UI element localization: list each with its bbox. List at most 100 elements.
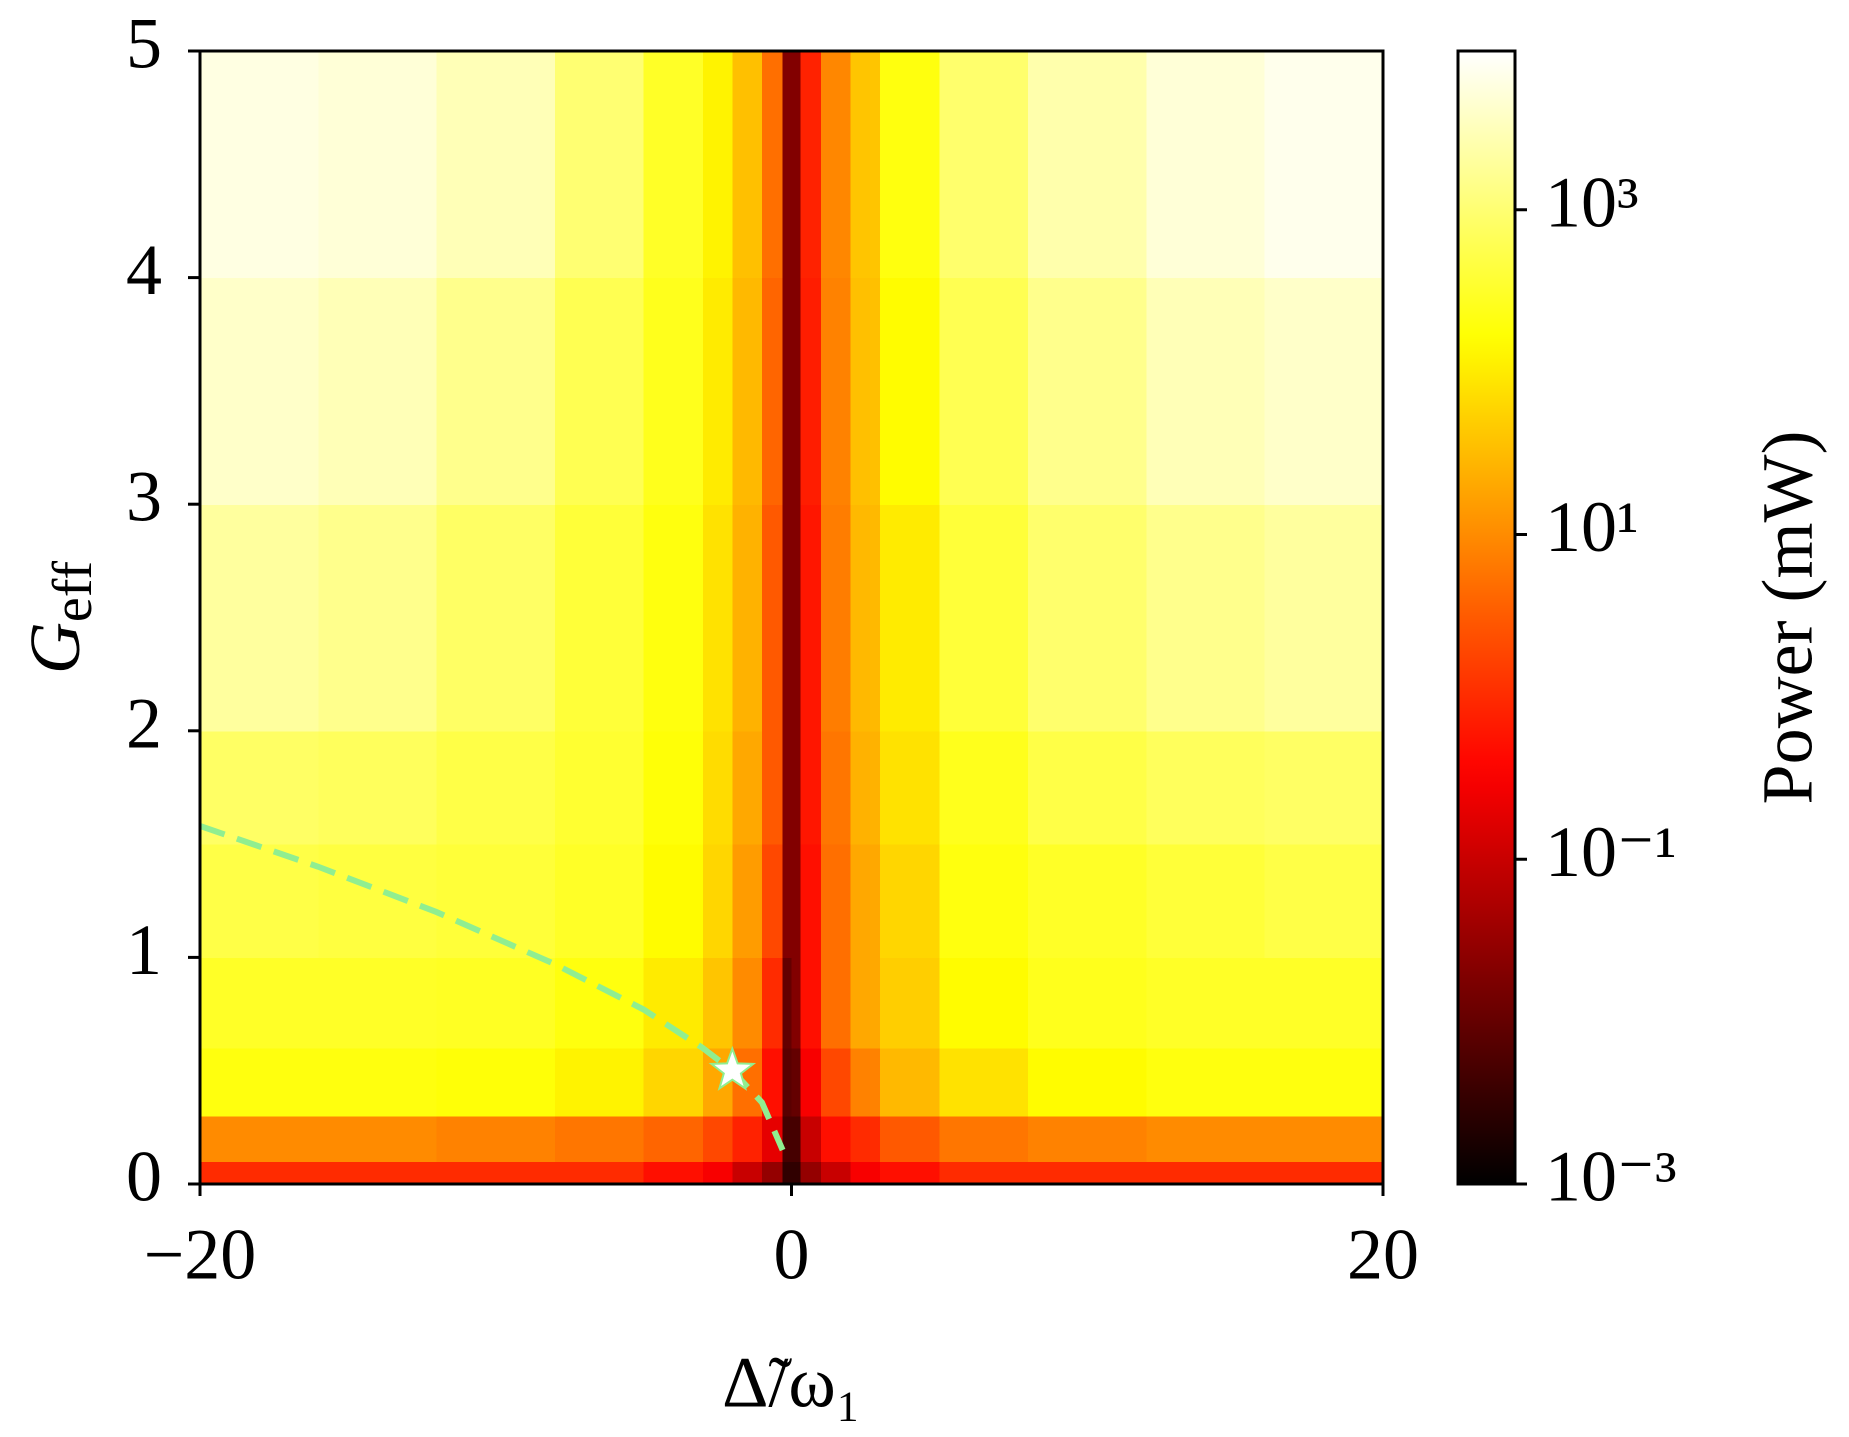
heat-cell: [643, 1116, 704, 1162]
y-tick-label: 3: [126, 457, 162, 537]
heat-cell: [200, 504, 319, 732]
heat-cell: [800, 957, 822, 1049]
heat-cell: [850, 957, 881, 1049]
heat-cell: [791, 957, 801, 1049]
heat-cell: [761, 51, 784, 279]
heat-cell: [880, 277, 940, 505]
heat-cell: [732, 504, 763, 732]
heat-cell: [643, 844, 704, 958]
heat-cell: [702, 844, 733, 958]
heat-cell: [1264, 277, 1384, 505]
heat-cell: [318, 844, 438, 958]
heat-cell: [318, 957, 438, 1049]
heat-cell: [761, 957, 784, 1049]
heat-cell: [643, 957, 704, 1049]
heat-cell: [761, 277, 784, 505]
heat-cell: [436, 504, 556, 732]
x-tick-label: 0: [774, 1215, 810, 1295]
heat-cell: [1264, 504, 1384, 732]
heat-cell: [1028, 51, 1147, 279]
heat-cell: [821, 277, 852, 505]
heat-cell: [782, 730, 793, 845]
y-axis-label: Geff: [15, 561, 104, 674]
heat-cell: [800, 1048, 822, 1117]
heat-cell: [554, 51, 645, 279]
heat-cell: [643, 1161, 704, 1185]
heat-cell: [791, 504, 801, 732]
heat-cell: [1028, 730, 1147, 845]
heat-cell: [554, 1048, 645, 1117]
heat-cell: [782, 504, 793, 732]
y-tick-label: 2: [126, 683, 162, 763]
heat-cell: [850, 1161, 881, 1185]
heat-cell: [200, 51, 319, 279]
heat-cell: [1146, 504, 1266, 732]
heat-cell: [1146, 1048, 1266, 1117]
heat-cell: [1146, 51, 1266, 279]
heat-cell: [318, 1116, 438, 1162]
heat-cell: [1028, 957, 1147, 1049]
overlay: −20 0 20012345Δ̃/ω₁Geff10⁻³10⁻¹10¹10³Power…: [15, 4, 1828, 1423]
heat-cell: [939, 1116, 1029, 1162]
heat-cell: [800, 277, 822, 505]
heat-cell: [318, 1161, 438, 1185]
heat-cell: [200, 844, 319, 958]
colorbar-tick-label: 10⁻¹: [1545, 812, 1677, 892]
colorbar-label: Power (mW): [1748, 431, 1828, 805]
heat-cell: [791, 277, 801, 505]
x-axis-label: Δ̃/ω₁: [722, 1343, 861, 1423]
heat-cell: [200, 730, 319, 845]
heat-cell: [732, 1116, 763, 1162]
heat-cell: [1028, 277, 1147, 505]
heat-cell: [880, 844, 940, 958]
star-marker: [708, 1045, 757, 1091]
heat-cell: [761, 844, 784, 958]
heat-cell: [800, 51, 822, 279]
heat-cell: [821, 504, 852, 732]
heat-cell: [436, 1048, 556, 1117]
heat-cell: [200, 957, 319, 1049]
heat-cell: [791, 730, 801, 845]
heat-cell: [643, 504, 704, 732]
heat-cell: [821, 1116, 852, 1162]
heat-cell: [821, 51, 852, 279]
heat-cell: [1028, 504, 1147, 732]
heat-cell: [850, 730, 881, 845]
heat-cell: [821, 1048, 852, 1117]
x-tick-label: 20: [1347, 1215, 1419, 1295]
heat-cell: [1146, 957, 1266, 1049]
heat-cell: [880, 730, 940, 845]
dashed-curve: [199, 823, 786, 1152]
heat-cell: [782, 51, 793, 279]
heat-cell: [800, 844, 822, 958]
colorbar-tick-label: 10¹: [1545, 487, 1639, 567]
heat-cell: [702, 51, 733, 279]
heat-cell: [318, 1048, 438, 1117]
heat-cell: [850, 1048, 881, 1117]
y-tick-label: 0: [126, 1137, 162, 1217]
colorbar: [1456, 49, 1517, 1186]
heat-cell: [643, 51, 704, 279]
heat-cell: [200, 1048, 319, 1117]
heat-cell: [702, 1116, 733, 1162]
heat-cell: [761, 1161, 784, 1185]
heat-cell: [1146, 1161, 1266, 1185]
heat-cell: [436, 1161, 556, 1185]
heat-cell: [761, 730, 784, 845]
heat-cell: [1264, 1048, 1384, 1117]
heat-cell: [800, 1116, 822, 1162]
heat-cell: [761, 1116, 784, 1162]
heat-cell: [800, 504, 822, 732]
heat-cell: [732, 277, 763, 505]
heat-cell: [939, 51, 1029, 279]
heat-cell: [782, 957, 793, 1049]
heat-cell: [732, 1161, 763, 1185]
heat-cell: [1264, 51, 1384, 279]
heat-cell: [880, 1161, 940, 1185]
heat-cell: [702, 277, 733, 505]
heat-cell: [939, 730, 1029, 845]
heat-cell: [732, 51, 763, 279]
heat-cell: [782, 844, 793, 958]
heat-cell: [554, 730, 645, 845]
